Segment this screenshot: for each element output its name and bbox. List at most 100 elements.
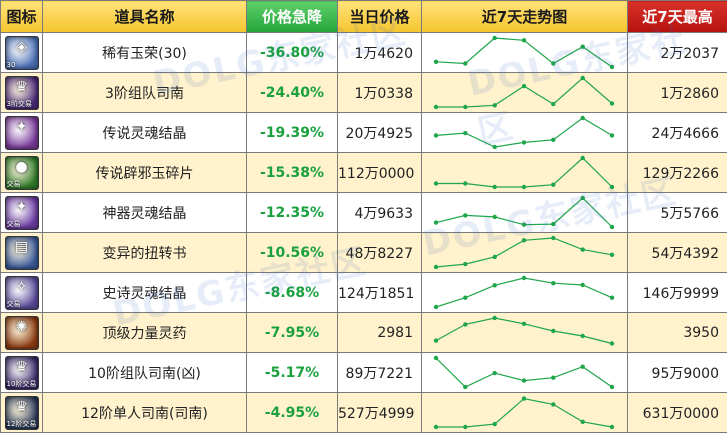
icon-glyph: ♛	[15, 358, 28, 375]
trend-point	[521, 395, 527, 401]
trend-point	[433, 264, 439, 269]
trend-point	[492, 421, 497, 426]
seven-day-high: 1万2860	[627, 72, 727, 113]
item-name: 神器灵魂结晶	[42, 192, 247, 233]
current-price: 89万7221	[337, 352, 422, 393]
trend-cell	[421, 192, 628, 233]
trend-point	[433, 104, 439, 109]
table-row[interactable]: ✧ 交易 史诗灵魂结晶 -8.68% 124万1851 146万9999	[0, 272, 727, 313]
trend-point	[433, 355, 439, 360]
icon-cell: ♛ 12阶交易	[0, 392, 43, 433]
trend-point	[433, 304, 439, 309]
table-row[interactable]: ● 交易 传说辟邪玉碎片 -15.38% 112万0000 129万2266	[0, 152, 727, 193]
trend-point	[580, 246, 585, 252]
trend-cell	[421, 72, 628, 113]
table-row[interactable]: ✦ 传说灵魂结晶 -19.39% 20万4925 24万4666	[0, 112, 727, 153]
trend-point	[580, 333, 585, 338]
icon-cell: ▤	[0, 232, 43, 273]
trend-point	[492, 184, 497, 189]
trend-point	[521, 184, 527, 189]
trend-sparkline	[433, 115, 615, 149]
trend-point	[463, 424, 468, 429]
crown-icon[interactable]: ♛ 10阶交易	[4, 355, 39, 390]
trend-point	[521, 37, 527, 42]
table-row[interactable]: ♛ 3阶交易 3阶组队司南 -24.40% 1万0338 1万2860	[0, 72, 727, 113]
item-name: 3阶组队司南	[42, 72, 247, 113]
soul-crystal-icon[interactable]: ✦	[4, 115, 39, 150]
trend-cell	[421, 232, 628, 273]
table-row[interactable]: ♛ 10阶交易 10阶组队司南(凶) -5.17% 89万7221 95万9000	[0, 352, 727, 393]
trend-point	[463, 60, 468, 66]
trend-point	[609, 252, 615, 257]
icon-glyph: ✺	[15, 318, 28, 335]
table-row[interactable]: ✺ 顶级力量灵药 -7.95% 2981 3950	[0, 312, 727, 353]
header-row: 图标 道具名称 价格急降 当日价格 近7天走势图 近7天最高	[0, 0, 727, 33]
icon-cell: ♛ 10阶交易	[0, 352, 43, 393]
crown-icon[interactable]: ♛ 12阶交易	[4, 395, 39, 430]
current-price: 1万0338	[337, 72, 422, 113]
trend-point	[521, 222, 527, 227]
trend-point	[433, 337, 439, 343]
icon-cell: ● 交易	[0, 152, 43, 193]
price-drop-percent: -19.39%	[246, 112, 338, 153]
icon-cell: ✧ 交易	[0, 272, 43, 313]
trend-point	[492, 254, 497, 259]
trend-point	[463, 295, 468, 300]
current-price: 124万1851	[337, 272, 422, 313]
trend-point	[521, 139, 527, 145]
trend-point	[433, 59, 439, 64]
trend-cell	[421, 112, 628, 153]
trend-point	[492, 282, 497, 287]
table-row[interactable]: ◈ 30 稀有玉荣(30) -36.80% 1万4620 2万2037	[0, 32, 727, 73]
table-row[interactable]: ♛ 12阶交易 12阶单人司南(司南) -4.95% 527万4999 631万0000	[0, 392, 727, 433]
artifact-crystal-icon[interactable]: ✦ 交易	[4, 195, 39, 230]
trend-point	[609, 295, 615, 300]
jade-shard-icon[interactable]: ● 交易	[4, 155, 39, 190]
current-price: 48万8227	[337, 232, 422, 273]
icon-cell: ◈ 30	[0, 32, 43, 73]
table-row[interactable]: ▤ 变异的扭转书 -10.56% 48万8227 54万4392	[0, 232, 727, 273]
crown-icon[interactable]: ♛ 3阶交易	[4, 75, 39, 110]
current-price: 112万0000	[337, 152, 422, 193]
trend-point	[521, 275, 527, 280]
trend-point	[463, 130, 468, 135]
icon-glyph: ✦	[15, 118, 28, 135]
trend-point	[609, 100, 615, 106]
trend-point	[609, 340, 615, 346]
header-drop: 价格急降	[246, 0, 338, 33]
epic-crystal-icon[interactable]: ✧ 交易	[4, 275, 39, 310]
trend-sparkline	[433, 75, 615, 109]
trend-point	[580, 282, 585, 287]
icon-tag: 10阶交易	[6, 379, 37, 388]
current-price: 2981	[337, 312, 422, 353]
table-row[interactable]: ✦ 交易 神器灵魂结晶 -12.35% 4万9633 5万5766	[0, 192, 727, 233]
scroll-icon[interactable]: ▤	[4, 235, 39, 270]
jade-icon[interactable]: ◈ 30	[4, 35, 39, 70]
trend-point	[580, 44, 585, 49]
trend-point	[551, 280, 556, 285]
trend-point	[551, 101, 556, 106]
trend-point	[551, 137, 556, 142]
item-name: 变异的扭转书	[42, 232, 247, 273]
seven-day-high: 54万4392	[627, 232, 727, 273]
table-body: ◈ 30 稀有玉荣(30) -36.80% 1万4620 2万2037 ♛ 3阶交易 3阶组队司…	[0, 32, 727, 433]
price-drop-percent: -12.35%	[246, 192, 338, 233]
trend-point	[609, 184, 615, 189]
trend-sparkline	[433, 195, 615, 229]
seven-day-high: 631万0000	[627, 392, 727, 433]
trend-point	[609, 384, 615, 389]
seven-day-high: 2万2037	[627, 32, 727, 73]
seven-day-high: 129万2266	[627, 152, 727, 193]
icon-glyph: ♛	[15, 78, 28, 95]
current-price: 1万4620	[337, 32, 422, 73]
price-drop-percent: -10.56%	[246, 232, 338, 273]
seven-day-high: 24万4666	[627, 112, 727, 153]
item-name: 传说辟邪玉碎片	[42, 152, 247, 193]
price-drop-percent: -36.80%	[246, 32, 338, 73]
trend-point	[463, 321, 468, 327]
trend-point	[551, 235, 556, 240]
price-drop-percent: -8.68%	[246, 272, 338, 313]
item-name: 传说灵魂结晶	[42, 112, 247, 153]
trend-point	[492, 144, 497, 149]
potion-icon[interactable]: ✺	[4, 315, 39, 350]
